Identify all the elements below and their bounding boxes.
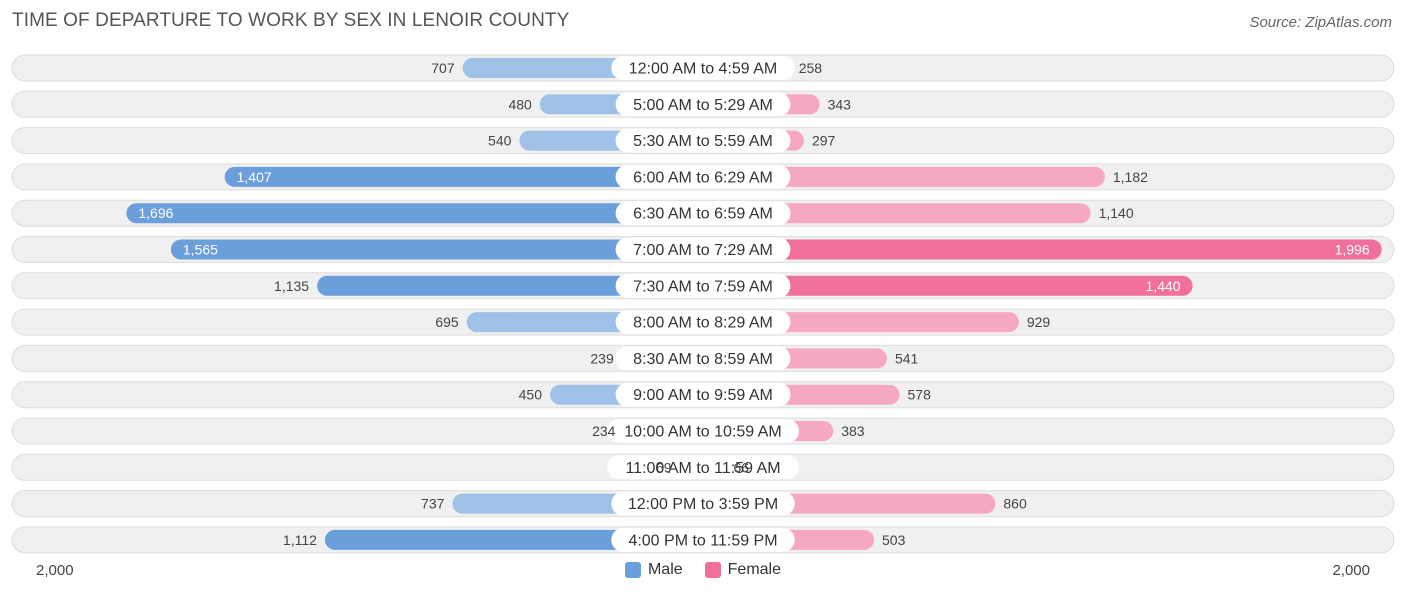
value-label-male: 239: [590, 350, 614, 366]
category-label-bg: [611, 491, 795, 516]
bar-male: [126, 203, 714, 224]
category-label: 7:30 AM to 7:59 AM: [633, 278, 773, 295]
category-label-bg: [615, 201, 791, 226]
axis-label-right: 2,000: [1332, 562, 1370, 579]
value-label-male: 480: [508, 96, 532, 112]
legend-swatch-female: [704, 562, 721, 578]
chart-title: TIME OF DEPARTURE TO WORK BY SEX IN LENO…: [12, 10, 570, 31]
value-label-female: 1,140: [1099, 205, 1134, 221]
category-label: 12:00 AM to 4:59 AM: [629, 61, 778, 78]
legend-swatch-male: [624, 562, 641, 578]
value-label-female: 343: [828, 96, 852, 112]
value-label-female: 383: [841, 423, 865, 439]
value-label-male: 695: [435, 314, 459, 330]
legend-item-female: Female: [704, 561, 782, 579]
legend: Male Female: [0, 561, 1406, 579]
category-label-bg: [615, 92, 791, 117]
category-label-bg: [615, 237, 791, 262]
value-label-male: 450: [519, 387, 543, 403]
bar-female: [693, 203, 1091, 224]
legend-label-female: Female: [727, 561, 782, 578]
category-label: 10:00 AM to 10:59 AM: [624, 424, 781, 441]
axis-label-left: 2,000: [36, 562, 74, 579]
category-label-bg: [615, 273, 791, 298]
category-label-bg: [615, 164, 791, 189]
value-label-male: 1,696: [138, 205, 173, 221]
bar-female: [693, 239, 1382, 260]
bar-male: [224, 166, 713, 187]
value-label-female: 929: [1027, 314, 1051, 330]
category-label: 11:00 AM to 11:59 AM: [625, 460, 780, 477]
category-label: 8:30 AM to 8:59 AM: [633, 351, 773, 368]
category-label-bg: [615, 382, 791, 407]
value-label-female: 1,182: [1113, 169, 1148, 185]
bar-female: [693, 166, 1105, 187]
value-label-male: 737: [421, 496, 445, 512]
value-label-female: 66: [733, 459, 749, 475]
bar-male: [170, 239, 713, 260]
category-label: 8:00 AM to 8:29 AM: [633, 315, 773, 332]
category-label: 5:30 AM to 5:59 AM: [633, 133, 773, 150]
source-label: Source: ZipAtlas.com: [1249, 14, 1392, 31]
legend-label-male: Male: [647, 561, 683, 578]
category-label: 4:00 PM to 11:59 PM: [628, 532, 777, 549]
value-label-female: 1,440: [1146, 278, 1181, 294]
value-label-female: 503: [882, 532, 906, 548]
value-label-male: 1,565: [183, 242, 218, 258]
category-label: 7:00 AM to 7:29 AM: [633, 242, 773, 259]
category-label: 12:00 PM to 3:59 PM: [628, 496, 778, 513]
value-label-male: 707: [431, 60, 455, 76]
value-label-female: 541: [895, 350, 919, 366]
category-label-bg: [615, 310, 791, 335]
category-label-bg: [615, 346, 791, 371]
value-label-male: 1,407: [237, 169, 272, 185]
value-label-male: 540: [488, 133, 512, 149]
value-label-female: 578: [908, 387, 932, 403]
value-label-male: 1,112: [283, 532, 317, 548]
category-label: 6:00 AM to 6:29 AM: [633, 169, 773, 186]
value-label-female: 297: [812, 133, 836, 149]
category-label-bg: [615, 128, 791, 153]
value-label-male: 234: [592, 423, 616, 439]
value-label-female: 1,996: [1335, 242, 1370, 258]
value-label-male: 1,135: [274, 278, 309, 294]
category-label: 9:00 AM to 9:59 AM: [633, 387, 773, 404]
category-label: 5:00 AM to 5:29 AM: [633, 97, 773, 114]
bar-female: [693, 275, 1193, 296]
legend-item-male: Male: [624, 561, 683, 579]
category-label-bg: [611, 56, 795, 80]
value-label-female: 860: [1003, 496, 1027, 512]
value-label-male: 69: [656, 459, 672, 475]
value-label-female: 258: [799, 60, 823, 76]
category-label-bg: [607, 419, 799, 443]
category-label: 6:30 AM to 6:59 AM: [633, 206, 773, 223]
category-label-bg: [611, 527, 795, 552]
bar-male: [317, 275, 713, 296]
category-label-bg: [607, 455, 799, 480]
